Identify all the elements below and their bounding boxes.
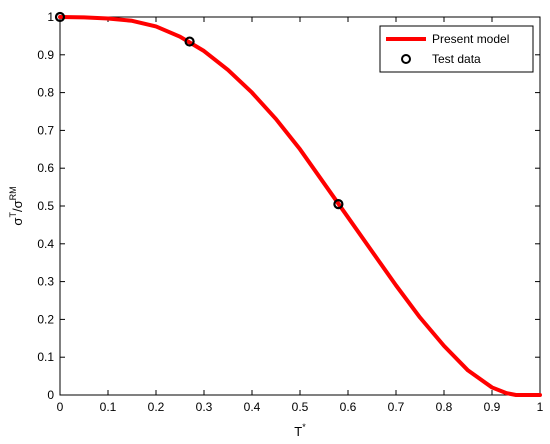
x-tick-label: 0.6 xyxy=(340,400,357,414)
y-tick-label: 0.2 xyxy=(37,312,54,326)
x-tick-label: 0.2 xyxy=(148,400,165,414)
x-axis-label-main: T xyxy=(294,424,302,439)
plot-area xyxy=(59,16,541,396)
y-axis-label: σT/σRM xyxy=(8,186,25,225)
x-tick-label: 0.9 xyxy=(484,400,501,414)
legend-label-test-data: Test data xyxy=(432,52,481,66)
y-tick-label: 0.9 xyxy=(37,48,54,62)
legend-label-present-model: Present model xyxy=(432,32,509,46)
x-axis: 0 0.1 0.2 0.3 0.4 0.5 0.6 0.7 0.8 0.9 1 xyxy=(57,17,544,414)
y-axis-label-slash-sigma: /σ xyxy=(10,200,25,212)
y-tick-label: 0.3 xyxy=(37,275,54,289)
y-axis-label-sup-t: T xyxy=(8,212,18,218)
x-tick-label: 0 xyxy=(57,400,64,414)
x-tick-label: 0.8 xyxy=(436,400,453,414)
y-tick-label: 0 xyxy=(47,388,54,402)
y-tick-label: 0.1 xyxy=(37,350,54,364)
data-point-test-data xyxy=(333,199,344,210)
y-tick-label: 1 xyxy=(47,10,54,24)
legend-box xyxy=(379,25,534,73)
x-axis-label-sup: * xyxy=(302,422,306,432)
x-axis-label: T* xyxy=(294,422,306,439)
x-tick-label: 0.3 xyxy=(196,400,213,414)
data-point-test-data xyxy=(184,36,195,47)
x-tick-label: 0.4 xyxy=(244,400,261,414)
legend-swatch-test-data xyxy=(401,54,411,64)
y-tick-label: 0.4 xyxy=(37,237,54,251)
x-tick-label: 0.1 xyxy=(100,400,117,414)
y-axis-label-sup-rm: RM xyxy=(8,186,18,200)
x-tick-label: 1 xyxy=(537,400,544,414)
y-tick-label: 0.8 xyxy=(37,86,54,100)
series-layer xyxy=(54,11,542,397)
series-line-present-model xyxy=(58,15,542,397)
y-tick-label: 0.5 xyxy=(37,199,54,213)
y-tick-label: 0.7 xyxy=(37,123,54,137)
y-tick-label: 0.6 xyxy=(37,161,54,175)
y-axis-label-sigma: σ xyxy=(10,218,25,226)
x-tick-label: 0.7 xyxy=(388,400,405,414)
y-axis: 0 0.1 0.2 0.3 0.4 0.5 0.6 0.7 0.8 0.9 1 xyxy=(37,10,540,402)
x-tick-label: 0.5 xyxy=(292,400,309,414)
legend: Present model Test data xyxy=(379,25,534,73)
data-point-test-data xyxy=(54,11,66,23)
